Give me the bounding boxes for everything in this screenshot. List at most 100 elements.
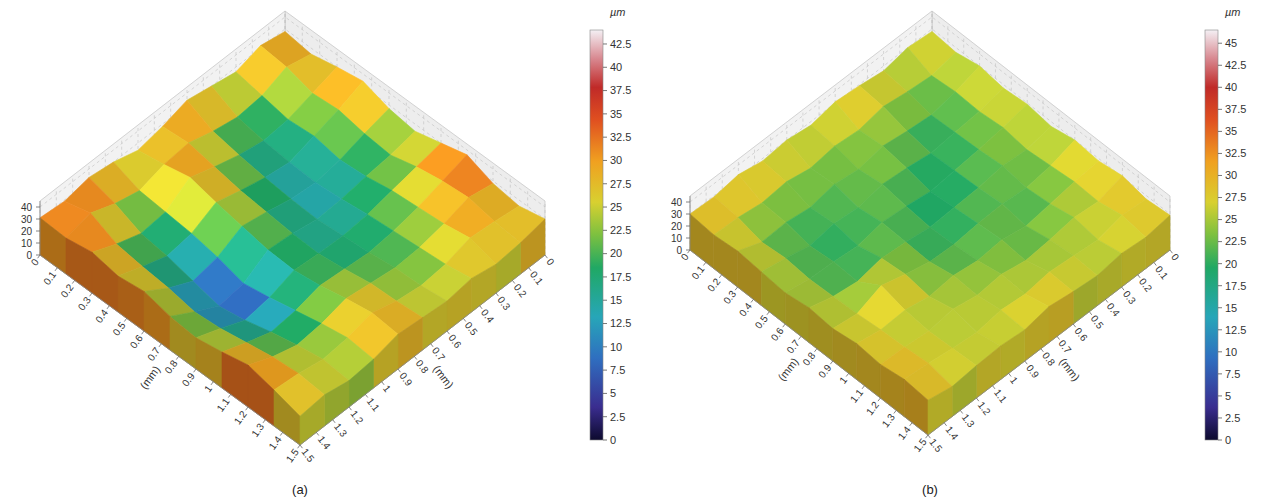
grid-line (690, 65, 1170, 250)
surface-side (785, 293, 809, 343)
tick (90, 293, 92, 296)
tick (1073, 324, 1075, 327)
tick (1218, 43, 1222, 44)
tick (944, 423, 946, 426)
tick-label: 0.2 (512, 282, 529, 300)
tick (365, 394, 367, 397)
surface-side (1097, 253, 1121, 305)
tick (686, 226, 690, 227)
tick-label: 0.3 (76, 294, 93, 312)
tick (751, 299, 753, 302)
tick (316, 432, 318, 435)
tick (1057, 336, 1059, 339)
surface-side (472, 264, 497, 312)
tick (603, 276, 607, 277)
tick (1218, 65, 1222, 66)
tick-label: 42.5 (610, 38, 631, 50)
tick (814, 349, 816, 352)
tick-label: 1.4 (266, 434, 283, 452)
colorbar-scale (590, 30, 603, 440)
colorbar-label: µm (1225, 6, 1241, 18)
tick-label: 0.3 (495, 294, 512, 312)
tick (463, 318, 465, 321)
tick (976, 398, 978, 401)
tick (830, 361, 832, 364)
tick-label: 1.2 (976, 399, 993, 417)
tick (529, 268, 531, 271)
tick-label: 1 (381, 383, 393, 394)
tick-label: 32.5 (610, 131, 631, 143)
tick (1170, 250, 1172, 253)
tick-label: 0.7 (145, 345, 162, 363)
tick-label: 0 (1225, 434, 1231, 446)
tick-label: 5 (1225, 390, 1231, 402)
tick (878, 398, 880, 401)
surface-side (92, 252, 118, 312)
surface-side (952, 366, 976, 417)
tick-label: 1.3 (332, 421, 349, 439)
tick-label: 1.1 (992, 387, 1009, 405)
tick-label: 20 (671, 221, 683, 232)
tick-label: 0.5 (463, 320, 480, 338)
tick-label: 0 (26, 250, 32, 261)
tick (349, 407, 351, 410)
grid (40, 11, 545, 255)
tick-label: 0.7 (785, 337, 802, 355)
tick-label: 10 (21, 238, 33, 249)
tick (36, 255, 40, 256)
tick (480, 306, 482, 309)
tick-label: 0.7 (430, 345, 447, 363)
tick (603, 416, 607, 417)
surface-side (1001, 330, 1025, 380)
tick-label: 0.5 (1089, 313, 1106, 331)
tick-label: 0 (676, 245, 682, 256)
tick-label: 0.9 (1024, 362, 1041, 380)
tick-label: 17.5 (1225, 280, 1246, 292)
axis-line (690, 196, 691, 250)
tick (686, 214, 690, 215)
tick (603, 67, 607, 68)
tick-label: 0.9 (397, 370, 414, 388)
tick-label: 0.3 (721, 288, 738, 306)
tick (1218, 131, 1222, 132)
tick (993, 386, 995, 389)
tick (1218, 307, 1222, 308)
tick (603, 346, 607, 347)
figure: 00.10.20.30.40.50.60.70.80.911.11.21.31.… (0, 0, 1267, 504)
tick-label: 20 (1225, 258, 1237, 270)
tick-label: 0.6 (769, 325, 786, 343)
tick (928, 435, 930, 438)
surface-side (904, 379, 928, 435)
tick-label: 40 (21, 202, 33, 213)
tick (603, 393, 607, 394)
tick-label: 0.1 (528, 269, 545, 287)
tick (1218, 285, 1222, 286)
tick (1218, 351, 1222, 352)
back-wall (285, 11, 545, 255)
tick (846, 373, 848, 376)
tick-label: 10 (671, 233, 683, 244)
tick-label: 35 (1225, 125, 1237, 137)
axis-line (40, 201, 41, 255)
tick (72, 280, 74, 283)
tick-label: 30 (671, 209, 683, 220)
surface-side (880, 364, 904, 416)
surface-side (423, 301, 448, 350)
tick-label: 2.5 (1225, 412, 1240, 424)
tick-label: 0 (610, 434, 616, 446)
tick (735, 287, 737, 290)
panel: 00.10.20.30.40.50.60.70.80.911.11.21.31.… (671, 6, 1247, 497)
colorbar: 02.557.51012.51517.52022.52527.53032.535… (1205, 6, 1246, 446)
tick (1218, 109, 1222, 110)
tick-label: 0.9 (180, 370, 197, 388)
colorbar: 02.557.51012.51517.52022.52527.53032.535… (590, 6, 631, 446)
tick-label: 1 (837, 374, 849, 385)
tick-label: 1.5 (299, 446, 316, 464)
tick-label: 5 (610, 387, 616, 399)
tick (1218, 87, 1222, 88)
tick-label: 0.4 (479, 307, 496, 325)
axis: 00.10.20.30.40.50.60.70.80.911.11.21.31.… (679, 250, 929, 454)
tick (414, 356, 416, 359)
tick-label: 0.6 (446, 332, 463, 350)
tick-label: 7.5 (1225, 368, 1240, 380)
